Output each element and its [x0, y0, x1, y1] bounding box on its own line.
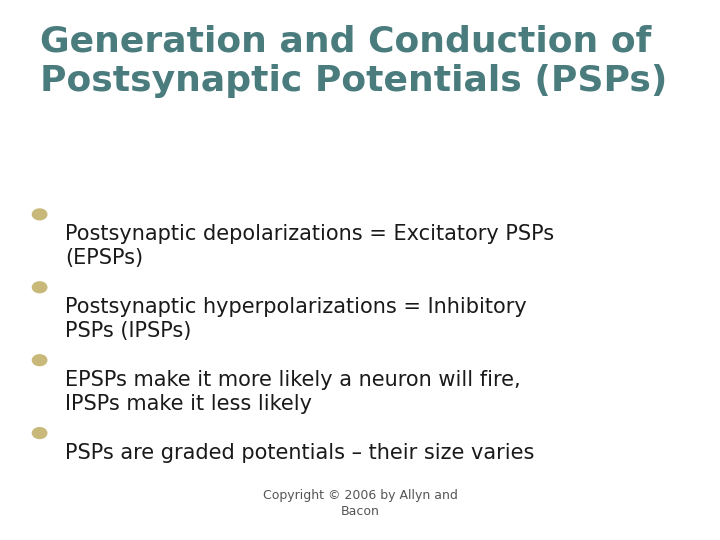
- Text: EPSPs make it more likely a neuron will fire,
IPSPs make it less likely: EPSPs make it more likely a neuron will …: [65, 370, 521, 414]
- Text: Copyright © 2006 by Allyn and
Bacon: Copyright © 2006 by Allyn and Bacon: [263, 489, 457, 518]
- Circle shape: [32, 428, 47, 438]
- Circle shape: [32, 209, 47, 220]
- Text: Postsynaptic depolarizations = Excitatory PSPs
(EPSPs): Postsynaptic depolarizations = Excitator…: [65, 224, 554, 268]
- Circle shape: [32, 355, 47, 366]
- Text: Postsynaptic hyperpolarizations = Inhibitory
PSPs (IPSPs): Postsynaptic hyperpolarizations = Inhibi…: [65, 297, 526, 341]
- Circle shape: [32, 282, 47, 293]
- Text: Generation and Conduction of
Postsynaptic Potentials (PSPs): Generation and Conduction of Postsynapti…: [40, 24, 667, 98]
- Text: PSPs are graded potentials – their size varies: PSPs are graded potentials – their size …: [65, 443, 534, 463]
